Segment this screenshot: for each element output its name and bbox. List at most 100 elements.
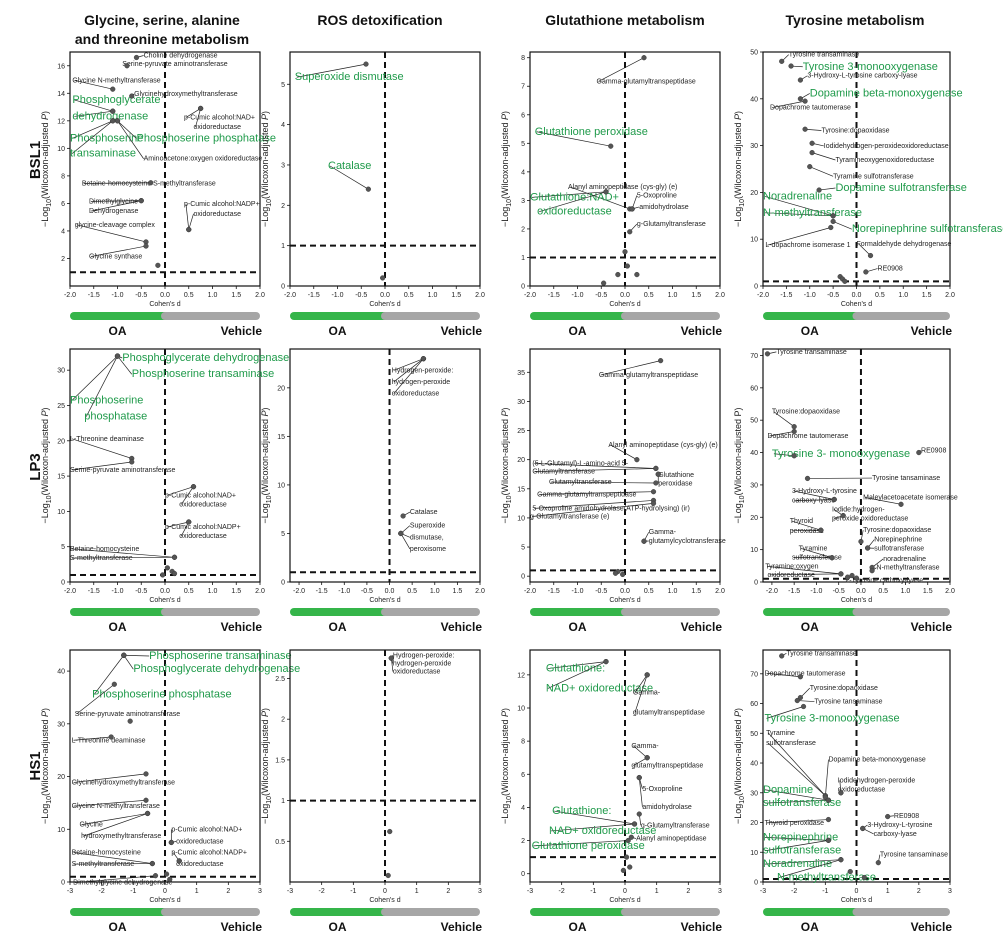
panel-1-0: -2.0 -1.5 -1.0 -0.5 0.0 0.5 1.0 1.5 2.0 0 5 10 15 20 2… <box>40 348 289 634</box>
point-label: dehydrogenase <box>72 110 148 122</box>
x-tick-label: 0.0 <box>160 588 170 595</box>
x-tick-label: -0.5 <box>595 292 607 299</box>
x-tick-label: 1.0 <box>208 292 218 299</box>
y-tick-label: 5 <box>281 82 285 89</box>
x-tick-label: 2.0 <box>255 588 265 595</box>
point-label: L-Tyrosine carboxy-lyase <box>845 578 923 585</box>
data-point <box>127 718 133 724</box>
x-tick-label: 0.5 <box>404 292 414 299</box>
label-leader-line <box>610 444 638 460</box>
data-point <box>133 54 140 61</box>
label-leader-line <box>598 57 645 82</box>
y-tick-label: 20 <box>750 190 758 197</box>
data-point <box>853 575 860 581</box>
x-tick-label: 1.5 <box>691 588 701 595</box>
label-leader-line <box>858 243 871 256</box>
y-tick-label: 10 <box>750 237 758 244</box>
point-label: Dopachrome tautomerase <box>765 670 846 677</box>
point-label: Dehydrogenase <box>89 208 139 215</box>
x-tick-label: 0.5 <box>184 292 194 299</box>
y-tick-label: 0 <box>61 580 65 587</box>
point-label: Gamma- <box>631 743 659 750</box>
y-axis-label: −Log10(Wilcoxon-adjusted P) <box>733 708 746 824</box>
data-point <box>627 229 633 235</box>
data-point <box>129 93 135 99</box>
data-point <box>636 774 642 781</box>
data-point <box>114 118 121 124</box>
group-label-oa: OA <box>109 620 127 634</box>
data-point <box>164 565 170 571</box>
point-label: Dopachrome tautomerase <box>767 433 848 440</box>
label-leader-line <box>764 196 834 217</box>
data-point <box>631 821 638 827</box>
label-leader-line <box>393 358 424 394</box>
label-leader-line <box>81 813 148 825</box>
point-label: Tyramine <box>766 730 795 737</box>
data-point <box>865 545 871 551</box>
y-axis-label: −Log10(Wilcoxon-adjusted P) <box>40 407 53 523</box>
data-point <box>794 697 800 704</box>
data-point <box>828 224 834 231</box>
data-point <box>124 63 130 69</box>
data-point <box>615 271 621 278</box>
point-label: (5-L-Glutamyl)-L-amino-acid 5- <box>532 461 628 468</box>
y-tick-label: 15 <box>517 486 525 493</box>
label-leader-line <box>547 661 607 669</box>
point-label: Noradrenaline <box>763 190 832 202</box>
data-point <box>143 771 149 777</box>
x-tick-label: -3 <box>760 888 766 895</box>
label-leader-line <box>764 840 829 852</box>
point-label: p-Cumic alcohol:NADP+ <box>165 524 241 531</box>
point-label: Dopamine <box>763 784 813 796</box>
label-leader-line <box>793 499 835 502</box>
y-tick-label: 2 <box>61 256 65 263</box>
data-point <box>634 457 640 463</box>
point-label: Glycine N-methyltransferase <box>72 803 160 810</box>
label-leader-line <box>71 461 132 471</box>
point-label: RE0908 <box>894 813 919 820</box>
point-label: Glutamyltransferase <box>549 479 612 486</box>
point-label: Iodide:hydrogen- <box>832 506 885 513</box>
x-tick-label: -1.0 <box>804 292 816 299</box>
y-axis-label: −Log10(Wilcoxon-adjusted P) <box>260 708 273 824</box>
label-leader-line <box>773 453 795 457</box>
point-label: Hydrogen-peroxide: <box>393 652 455 659</box>
group-label-oa: OA <box>569 324 587 338</box>
point-label: Betaine-homocysteine <box>70 546 139 553</box>
data-point <box>110 86 116 92</box>
point-label: N-methyltransferase <box>777 872 876 884</box>
y-tick-label: 5 <box>61 544 65 551</box>
y-tick-label: 6 <box>521 772 525 779</box>
label-leader-line <box>550 481 656 484</box>
x-tick-label: -2.0 <box>284 292 296 299</box>
data-point <box>655 471 661 477</box>
y-tick-label: 40 <box>750 450 758 457</box>
label-leader-line <box>766 706 804 719</box>
point-label: Alanyl aminopeptidase (cys-gly) (e) <box>608 442 717 449</box>
point-label: amidohydrolase <box>639 204 689 211</box>
data-point <box>791 424 797 430</box>
label-leader-line <box>534 500 654 509</box>
point-label: Gamma-glutamyltranspeptidase <box>537 491 636 498</box>
label-leader-line <box>185 204 190 230</box>
y-tick-label: 4 <box>521 805 525 812</box>
y-tick-label: 4 <box>281 122 285 129</box>
label-leader-line <box>634 674 648 713</box>
label-leader-line <box>90 200 142 212</box>
data-point <box>653 480 659 486</box>
x-tick-label: -1 <box>130 888 136 895</box>
x-tick-label: 1 <box>415 888 419 895</box>
x-axis-label: Cohen's d <box>149 897 180 904</box>
point-label: oxidoreductase <box>176 839 224 846</box>
label-leader-line <box>791 520 821 531</box>
y-tick-label: 8 <box>521 55 525 62</box>
data-point <box>797 96 804 102</box>
x-axis-label: Cohen's d <box>369 301 400 308</box>
data-point <box>634 271 640 278</box>
point-label: NAD+ oxidoreductase <box>549 825 656 837</box>
x-tick-label: 0.0 <box>380 292 390 299</box>
point-label: transaminase <box>70 148 136 160</box>
label-leader-line <box>539 491 654 495</box>
data-point <box>603 189 609 195</box>
point-label: Tyramineoxygenoxidoreductase <box>835 157 934 164</box>
